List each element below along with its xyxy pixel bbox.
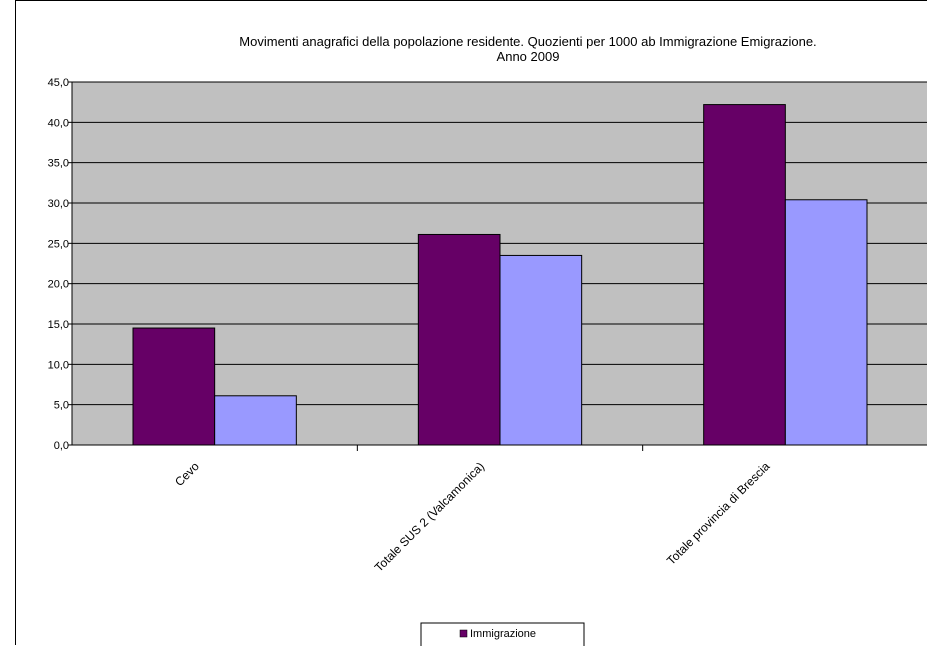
x-category-label: Cevo: [172, 459, 202, 489]
y-tick-label: 30,0: [48, 198, 69, 210]
y-tick-label: 0,0: [54, 440, 69, 452]
y-tick-label: 20,0: [48, 279, 69, 291]
legend-swatch-immigrazione: [459, 629, 468, 638]
chart-title: Movimenti anagrafici della popolazione r…: [239, 34, 816, 49]
bar: [703, 104, 786, 446]
y-tick-label: 25,0: [48, 238, 69, 250]
y-tick-label: 45,0: [48, 77, 69, 89]
bar: [214, 395, 297, 446]
y-tick-label: 10,0: [48, 359, 69, 371]
x-category-label: Totale provincia di Brescia: [664, 459, 773, 568]
y-tick-label: 15,0: [48, 319, 69, 331]
bar: [417, 233, 501, 446]
bar: [132, 327, 216, 446]
legend: Immigrazione: [420, 622, 585, 646]
chart-subtitle: Anno 2009: [497, 49, 560, 64]
x-category-label: Totale SUS 2 (Valcamonica): [372, 459, 487, 574]
y-tick-label: 40,0: [48, 117, 69, 129]
legend-label-immigrazione: Immigrazione: [470, 628, 536, 640]
chart-frame: 0,0 5,0 10,0 15,0 20,0 25,0 30,0 35,0 40,0 45,0 Ce…: [15, 0, 927, 646]
bar: [784, 199, 868, 446]
y-tick-label: 5,0: [54, 400, 69, 412]
legend-box: [420, 622, 585, 646]
bar-chart: 0,0 5,0 10,0 15,0 20,0 25,0 30,0 35,0 40,0 45,0 Ce…: [48, 34, 927, 646]
plot-area: 0,0 5,0 10,0 15,0 20,0 25,0 30,0 35,0 40,0 45,0 Ce…: [48, 77, 927, 575]
y-tick-label: 35,0: [48, 158, 69, 170]
bar: [499, 254, 583, 446]
